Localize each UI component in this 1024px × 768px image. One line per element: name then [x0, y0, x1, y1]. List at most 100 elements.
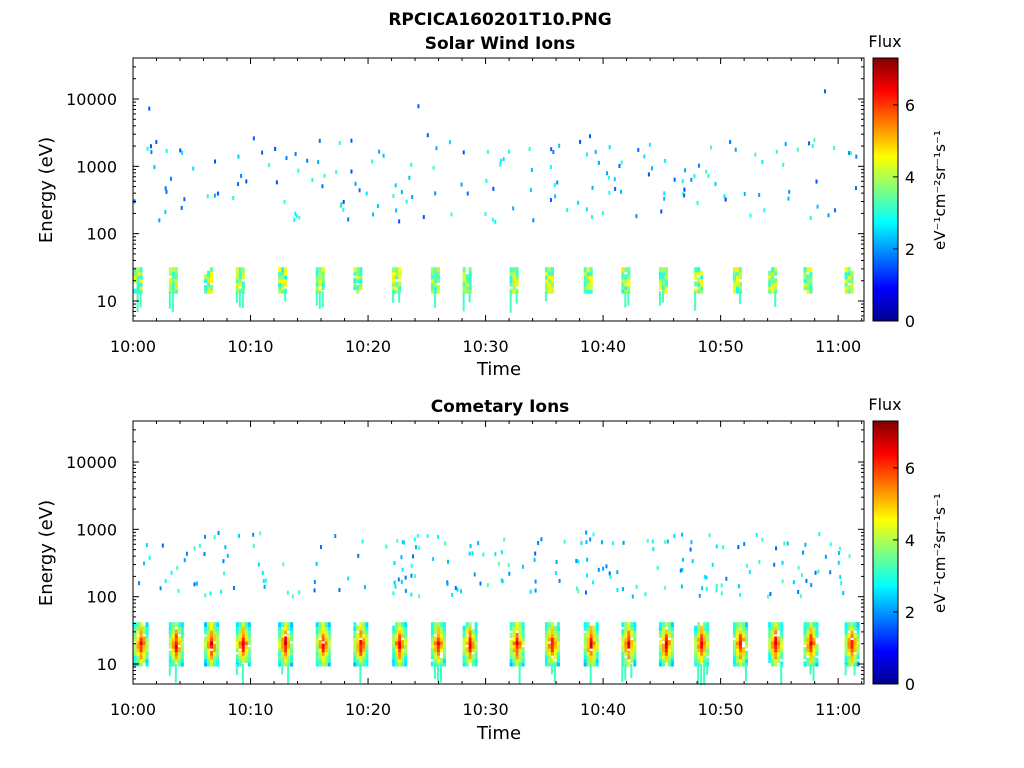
- spectrogram-cell: [138, 581, 141, 586]
- spectrogram-cell: [395, 654, 399, 660]
- spectrogram-cell: [803, 622, 807, 628]
- spectrogram-cell: [621, 288, 625, 294]
- spectrogram-cell: [410, 563, 413, 568]
- spectrogram-cell: [468, 622, 472, 628]
- spectrogram-cell: [780, 647, 784, 653]
- spectrogram-cell: [216, 191, 219, 196]
- spectrogram-cell: [661, 657, 665, 663]
- spectrogram-cell: [295, 214, 298, 219]
- spectrogram-cell: [624, 647, 628, 653]
- spectrogram-cell: [656, 565, 659, 570]
- spectrogram-cell: [213, 657, 217, 663]
- spectrogram-cell: [697, 625, 701, 631]
- spectrogram-cell: [738, 270, 742, 276]
- spectrogram-cell: [744, 632, 748, 638]
- spectrogram-cell: [284, 629, 288, 635]
- spectrogram-cell: [324, 661, 328, 667]
- colorbar-tick-label: 0: [905, 675, 915, 694]
- spectrogram-cell: [700, 274, 704, 280]
- spectrogram-cell: [353, 270, 357, 276]
- spectrogram-cell: [512, 647, 516, 653]
- spectrogram-cell: [315, 270, 319, 276]
- spectrogram-cell: [436, 654, 440, 660]
- colorbar-tick-label: 2: [905, 603, 915, 622]
- spectrogram-cell: [482, 552, 485, 557]
- spectrogram-cell: [213, 632, 217, 638]
- spectrogram-cell: [235, 281, 239, 287]
- spectrogram-cell: [133, 643, 137, 649]
- spectrogram-cell: [646, 538, 649, 543]
- spectrogram-cell: [168, 657, 172, 663]
- spectrogram-cell: [430, 636, 434, 642]
- spectrogram-cell: [235, 640, 239, 646]
- spectrogram-cell: [136, 277, 140, 283]
- spectrogram-cell: [515, 650, 519, 656]
- spectrogram-cell: [575, 586, 578, 591]
- spectrogram-cell: [298, 590, 301, 595]
- spectrogram-cell: [139, 632, 143, 638]
- spectrogram-cell: [362, 643, 366, 649]
- spectrogram-cell: [809, 625, 813, 631]
- spectrogram-cell: [544, 654, 548, 660]
- colorbar-tick-label: 0: [905, 312, 915, 331]
- spectrogram-cell: [745, 563, 748, 568]
- spectrogram-cell: [658, 622, 662, 628]
- spectrogram-cell: [468, 267, 472, 273]
- spectrogram-cell: [624, 643, 628, 649]
- spectrogram-cell: [850, 629, 854, 635]
- spectrogram-cell: [553, 625, 557, 631]
- spectrogram-cell: [774, 650, 778, 656]
- spectrogram-cell: [586, 288, 590, 294]
- spectrogram-cell: [290, 643, 294, 649]
- spectrogram-cell: [814, 570, 817, 575]
- spectrogram-cell: [324, 636, 328, 642]
- spectrogram-cell: [436, 285, 440, 291]
- spectrogram-cell: [589, 537, 592, 542]
- spectrogram-cell: [768, 285, 772, 291]
- spectrogram-cell: [613, 177, 616, 182]
- spectrogram-cell: [738, 281, 742, 287]
- spectrogram-cell: [353, 632, 357, 638]
- spectrogram-cell: [768, 647, 772, 653]
- spectrogram-cell: [723, 194, 726, 199]
- spectrogram-cell: [741, 657, 745, 663]
- spectrogram-cell: [414, 545, 417, 550]
- spectrogram-cell: [315, 647, 319, 653]
- spectrogram-cell: [210, 632, 214, 638]
- spectrogram-cell: [667, 629, 671, 635]
- spectrogram-cell: [592, 625, 596, 631]
- spectrogram-cell: [847, 277, 851, 283]
- spectrogram-cell: [395, 270, 399, 276]
- spectrogram-cell: [724, 197, 727, 202]
- spectrogram-cell: [664, 654, 668, 660]
- spectrogram-cell: [681, 179, 684, 184]
- spectrogram-cell: [404, 629, 408, 635]
- spectrogram-cell: [732, 285, 736, 291]
- spectrogram-cell: [398, 291, 401, 303]
- spectrogram-cell: [589, 636, 593, 642]
- spectrogram-cell: [509, 274, 513, 280]
- spectrogram-cell: [630, 632, 634, 638]
- spectrogram-cell: [509, 647, 513, 653]
- spectrogram-cell: [353, 657, 357, 663]
- spectrogram-cell: [235, 636, 239, 642]
- spectrogram-cell: [439, 629, 443, 635]
- spectrogram-cell: [689, 547, 692, 552]
- spectrogram-cell: [327, 632, 331, 638]
- spectrogram-cell: [471, 636, 475, 642]
- spectrogram-cell: [168, 281, 172, 287]
- spectrogram-cell: [353, 640, 357, 646]
- spectrogram-cell: [777, 643, 781, 649]
- spectrogram-cell: [398, 661, 402, 667]
- spectrogram-cell: [624, 622, 628, 628]
- spectrogram-cell: [477, 541, 480, 546]
- spectrogram-cell: [281, 650, 285, 656]
- spectrogram-cell: [595, 647, 599, 653]
- spectrogram-cell: [856, 654, 860, 660]
- spectrogram-cell: [436, 643, 440, 649]
- spectrogram-cell: [774, 277, 778, 283]
- colorbar-tick-label: 4: [905, 531, 915, 550]
- spectrogram-cell: [500, 550, 503, 555]
- spectrogram-cell: [847, 636, 851, 642]
- spectrogram-cell: [738, 657, 742, 663]
